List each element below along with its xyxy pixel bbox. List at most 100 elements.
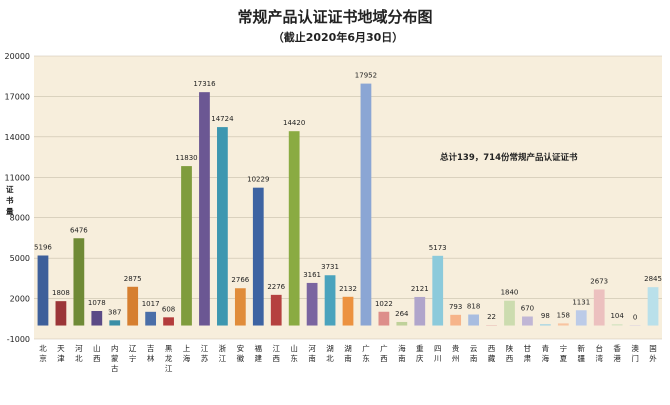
bar [181, 166, 192, 326]
bar [270, 294, 282, 326]
y-tick-label: 14000 [5, 133, 30, 142]
category-label: 湖南 [344, 344, 352, 363]
bar [234, 288, 246, 326]
data-label: 1017 [142, 300, 160, 308]
category-label: 广东 [362, 343, 370, 363]
bar [360, 83, 372, 326]
data-label: 5173 [429, 244, 447, 252]
bar [37, 255, 49, 326]
chart-subtitle: （截止2020年6月30日） [273, 30, 404, 44]
total-annotation: 总计139，714份常规产品认证证书 [440, 152, 578, 163]
data-label: 5196 [34, 244, 52, 252]
category-label: 国外 [649, 344, 657, 363]
data-label: 2132 [339, 285, 357, 293]
category-label: 福建 [255, 344, 263, 363]
bar [450, 314, 462, 326]
data-label: 2121 [411, 285, 429, 293]
plot-area [34, 56, 662, 339]
category-label: 海南 [398, 343, 406, 363]
data-label: 17316 [193, 80, 216, 88]
category-label: 北京 [39, 344, 47, 363]
data-label: 670 [521, 304, 534, 312]
data-label: 2673 [590, 278, 608, 286]
data-label: 0 [633, 314, 637, 322]
data-label: 3731 [321, 263, 339, 271]
data-label: 22 [487, 313, 496, 321]
data-label: 608 [162, 305, 175, 313]
bar [217, 127, 228, 326]
bar [55, 301, 67, 326]
bar [504, 300, 515, 326]
category-label: 青海 [542, 343, 550, 363]
data-label: 1131 [572, 298, 590, 306]
category-label: 江苏 [201, 344, 209, 363]
data-label: 1808 [52, 289, 70, 297]
bar [109, 320, 121, 326]
bar [522, 316, 533, 326]
data-label: 6476 [70, 226, 88, 234]
data-label: 1078 [88, 299, 106, 307]
category-label: 安徽 [237, 343, 245, 363]
bar [127, 286, 139, 326]
bar [557, 323, 569, 326]
category-label: 四川 [434, 344, 442, 363]
data-label: 793 [449, 303, 462, 311]
category-label: 天津 [57, 344, 65, 363]
bar [414, 296, 426, 326]
data-label: 11830 [175, 154, 197, 162]
category-label: 台湾 [595, 343, 603, 363]
y-tick-label: 20000 [5, 52, 30, 61]
category-label: 河南 [308, 344, 316, 363]
category-label: 辽宁 [129, 344, 137, 363]
data-label: 98 [541, 312, 550, 320]
data-label: 14420 [283, 119, 305, 127]
category-label: 陕西 [506, 343, 514, 363]
category-label: 湖北 [326, 344, 334, 363]
bar [342, 296, 354, 326]
y-tick-label: 5000 [10, 254, 30, 263]
category-label: 新疆 [578, 343, 586, 363]
bar [611, 324, 623, 326]
data-label: 387 [108, 308, 121, 316]
category-label: 内蒙古 [111, 343, 119, 373]
y-axis-ticks: -1000 2000 5000 8000 11000 14000 17000 20000 [5, 52, 30, 344]
bar [432, 255, 444, 326]
data-label: 2845 [644, 275, 662, 283]
bar [252, 187, 264, 326]
y-tick-label: -1000 [7, 335, 30, 344]
category-label: 黑龙江 [165, 344, 173, 373]
bar [145, 311, 157, 326]
bar [199, 92, 210, 326]
y-tick-label: 2000 [10, 295, 30, 304]
category-label: 山东 [290, 343, 298, 363]
data-label: 104 [610, 312, 624, 320]
bar [468, 314, 479, 326]
y-tick-label: 17000 [5, 92, 30, 101]
data-label: 1022 [375, 300, 393, 308]
data-label: 264 [395, 310, 409, 318]
bar [396, 321, 408, 326]
category-label: 香港 [613, 343, 621, 363]
bar [163, 317, 174, 326]
bar [91, 310, 103, 326]
bar [647, 287, 659, 326]
category-label: 山西 [93, 343, 101, 363]
bar [593, 289, 605, 326]
category-label: 河北 [75, 344, 83, 363]
data-label: 1840 [501, 289, 519, 297]
bar [306, 282, 318, 326]
category-label: 宁夏 [560, 343, 568, 363]
data-label: 2875 [124, 275, 142, 283]
data-label: 2276 [267, 283, 285, 291]
bar [575, 310, 587, 326]
category-label: 江西 [272, 344, 280, 363]
y-tick-label: 8000 [10, 214, 30, 223]
category-label: 西藏 [488, 344, 496, 363]
bar [324, 275, 336, 326]
y-axis-label: 证书量 [6, 184, 14, 216]
bar [73, 238, 85, 326]
bars [37, 83, 659, 326]
chart-title: 常规产品认证证书地域分布图 [237, 8, 432, 26]
